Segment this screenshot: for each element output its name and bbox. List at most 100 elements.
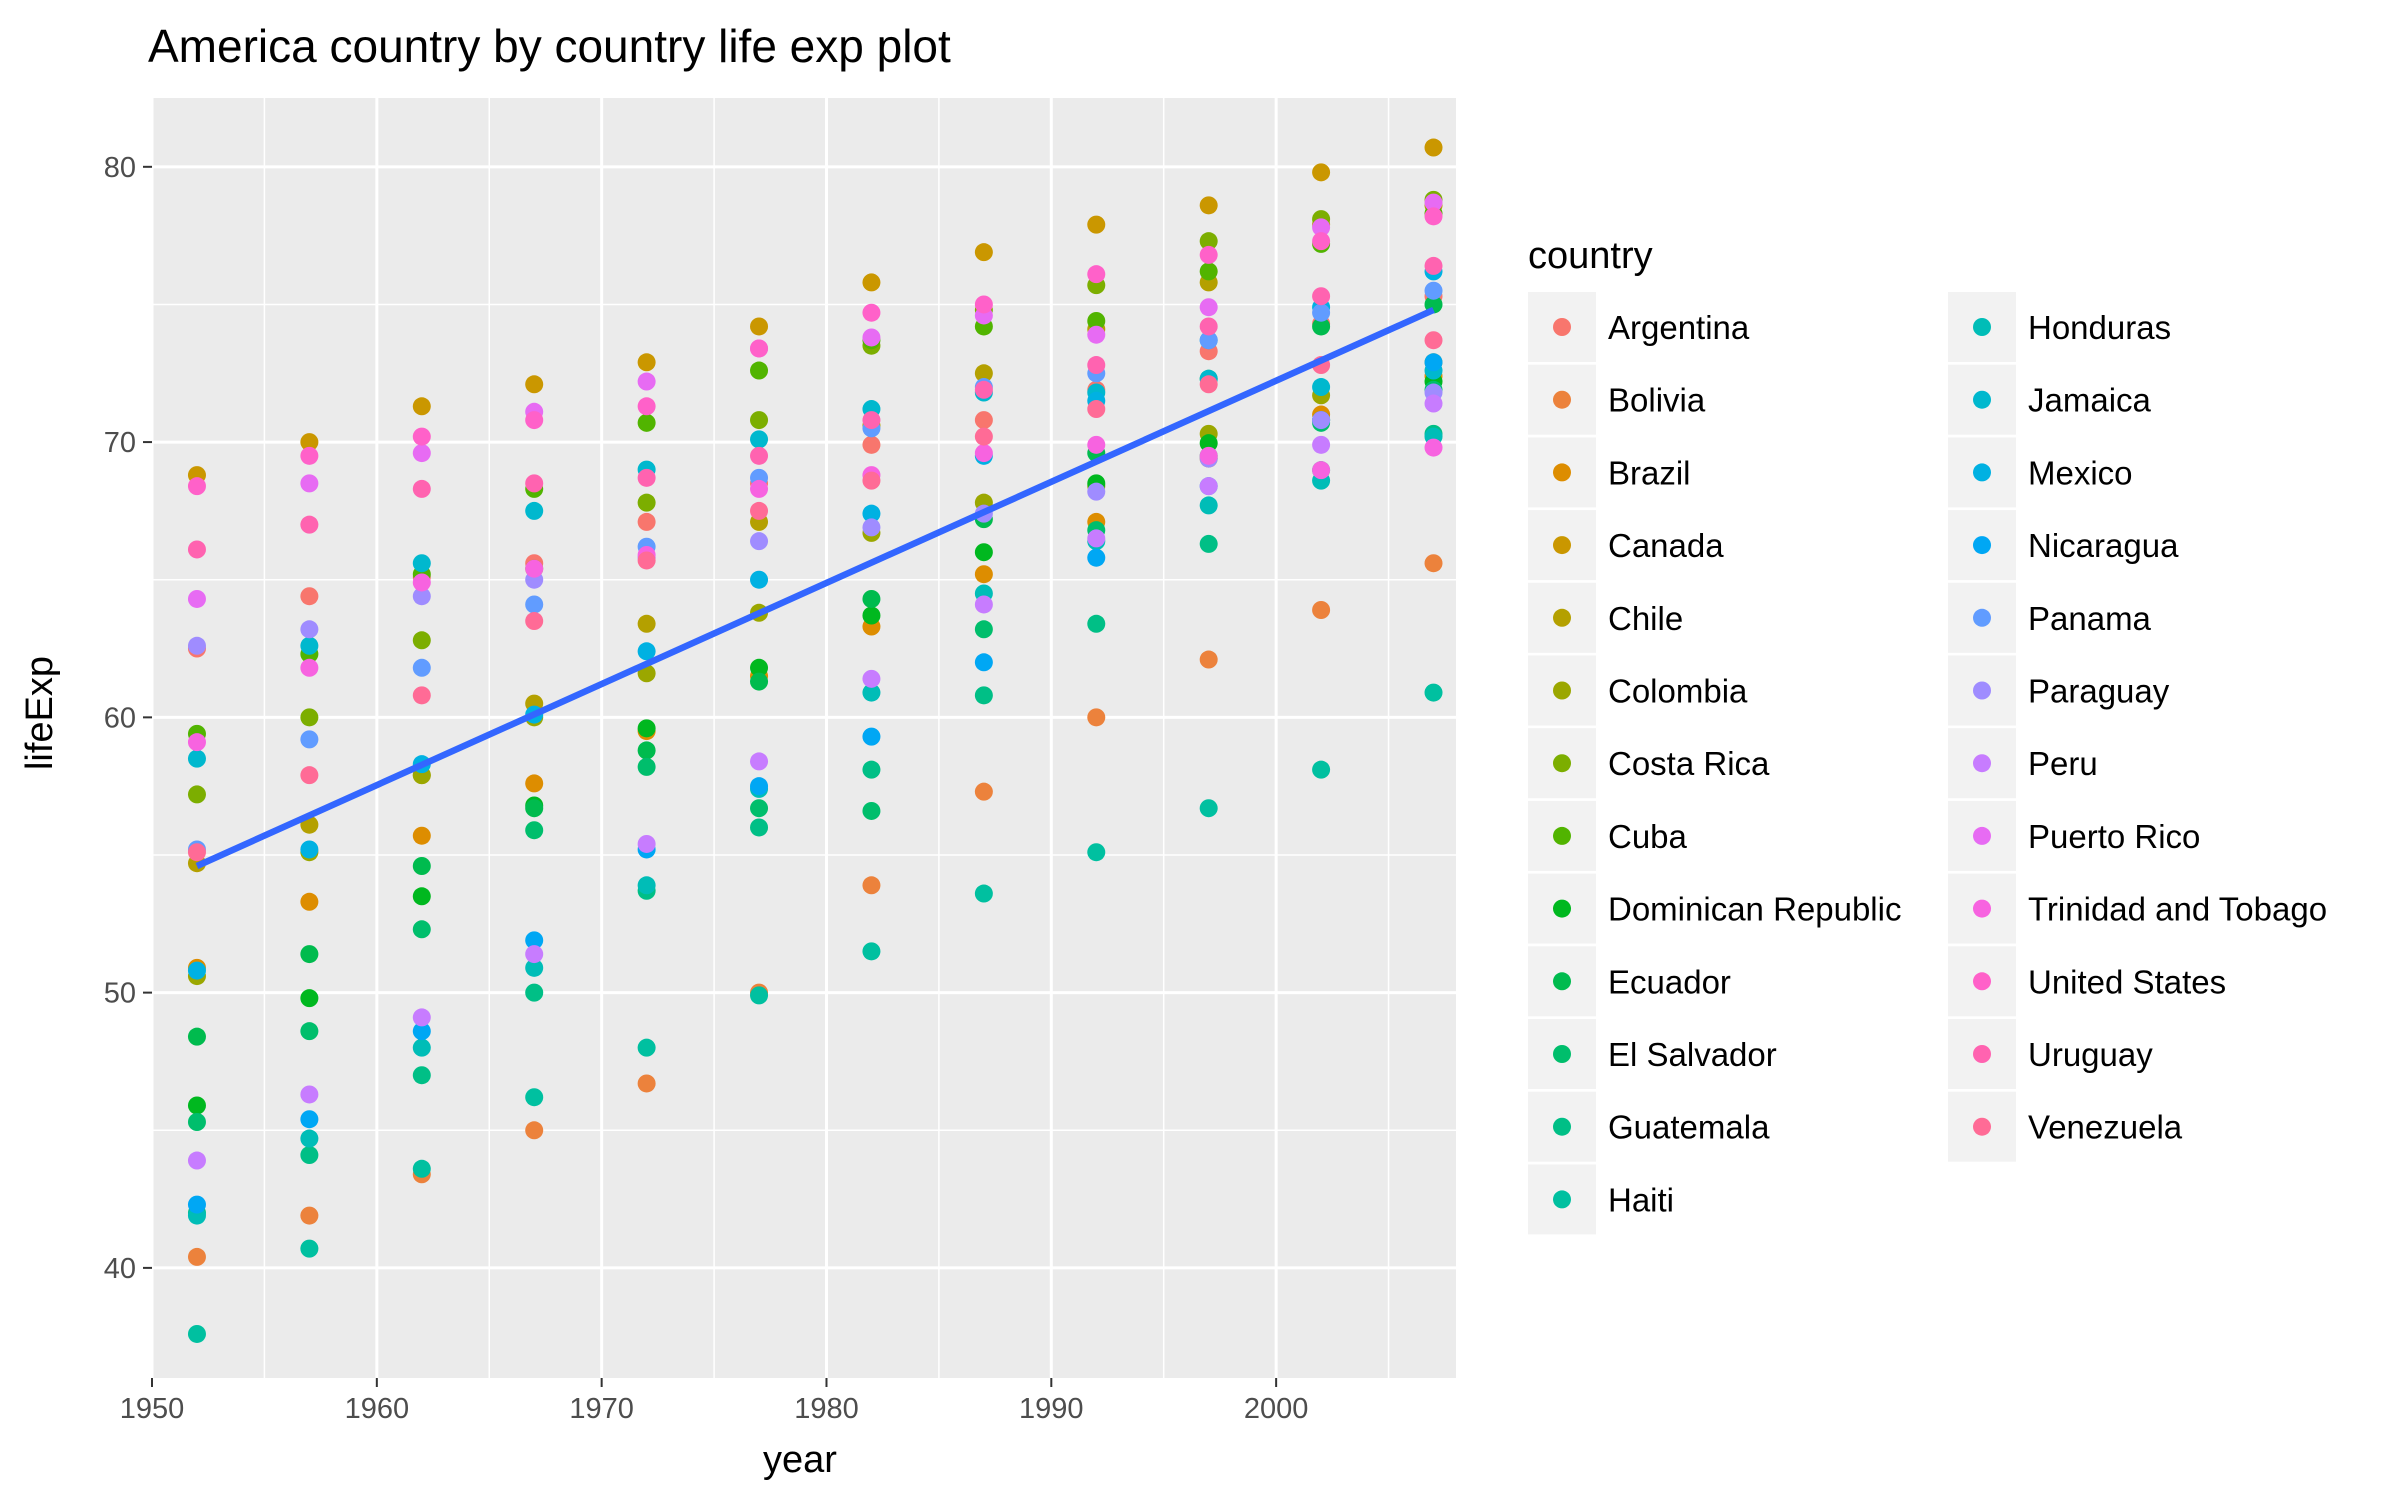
- legend-label: El Salvador: [1608, 1036, 1777, 1073]
- legend-marker: [1973, 681, 1991, 700]
- data-point: [412, 631, 431, 650]
- data-point: [637, 1074, 656, 1093]
- legend-label: Argentina: [1608, 309, 1750, 346]
- legend-marker: [1553, 1190, 1571, 1209]
- legend: country Argentina Bolivia Brazil Canada Chil…: [1528, 235, 2327, 1235]
- data-point: [1087, 356, 1106, 375]
- data-point: [412, 573, 431, 592]
- data-point: [300, 708, 319, 727]
- legend-marker: [1973, 390, 1991, 409]
- data-point: [974, 884, 993, 903]
- data-point: [637, 1038, 656, 1057]
- data-point: [974, 686, 993, 705]
- data-point: [974, 444, 993, 463]
- data-point: [187, 961, 206, 980]
- data-point: [862, 606, 881, 625]
- data-point: [525, 931, 544, 950]
- major-gridlines: [150, 98, 1456, 1378]
- data-point: [300, 730, 319, 749]
- data-point: [187, 1096, 206, 1115]
- data-point: [187, 749, 206, 768]
- data-point: [187, 636, 206, 655]
- data-point: [525, 958, 544, 977]
- legend-marker: [1553, 899, 1571, 918]
- data-point: [300, 840, 319, 859]
- legend-title: country: [1528, 235, 1653, 277]
- data-point: [637, 397, 656, 416]
- legend-label: Costa Rica: [1608, 745, 1770, 782]
- data-point: [1087, 325, 1106, 344]
- legend-label: Honduras: [2028, 309, 2171, 346]
- legend-marker: [1553, 754, 1571, 773]
- data-point: [1424, 138, 1443, 157]
- data-point: [637, 642, 656, 661]
- data-point: [637, 372, 656, 391]
- data-point: [525, 1121, 544, 1140]
- data-point: [974, 565, 993, 584]
- data-point: [1199, 534, 1218, 553]
- legend-item: Puerto Rico: [1948, 800, 2200, 871]
- legend-label: Colombia: [1608, 673, 1748, 710]
- data-point: [974, 595, 993, 614]
- y-axis: 40 50 60 70 80: [104, 152, 152, 1285]
- data-point: [862, 411, 881, 430]
- data-point: [412, 1038, 431, 1057]
- data-point: [300, 658, 319, 677]
- legend-item: Uruguay: [1948, 1019, 2153, 1089]
- data-point: [525, 799, 544, 818]
- data-point: [1312, 435, 1331, 454]
- x-tick-label: 1960: [345, 1393, 410, 1425]
- data-point: [862, 504, 881, 523]
- legend-marker: [1973, 826, 1991, 845]
- data-point: [974, 295, 993, 314]
- data-point: [862, 727, 881, 746]
- data-points: [187, 138, 1443, 1343]
- data-point: [1199, 245, 1218, 264]
- data-point: [1312, 461, 1331, 480]
- data-point: [525, 945, 544, 964]
- data-point: [525, 501, 544, 520]
- data-point: [300, 433, 319, 452]
- data-point: [187, 1247, 206, 1266]
- data-point: [525, 1088, 544, 1107]
- legend-marker: [1973, 318, 1991, 336]
- data-point: [862, 876, 881, 895]
- legend-marker: [1553, 1045, 1571, 1063]
- trend-line-group: [195, 306, 1435, 869]
- legend-marker: [1553, 463, 1571, 482]
- data-point: [300, 446, 319, 465]
- y-axis-title: lifeExp: [19, 656, 61, 770]
- data-point: [187, 1324, 206, 1343]
- data-point: [300, 1146, 319, 1165]
- data-point: [300, 945, 319, 964]
- plot-panel: [152, 98, 1456, 1378]
- data-point: [974, 364, 993, 383]
- data-point: [1087, 435, 1106, 454]
- data-point: [525, 375, 544, 394]
- data-point: [412, 887, 431, 906]
- legend-label: United States: [2028, 963, 2226, 1000]
- legend-label: Uruguay: [2028, 1036, 2153, 1073]
- data-point: [300, 1206, 319, 1225]
- chart-title: America country by country life exp plot: [148, 20, 951, 72]
- data-point: [300, 1022, 319, 1041]
- y-tick-label: 40: [104, 1253, 136, 1285]
- legend-marker: [1553, 390, 1571, 409]
- data-point: [1199, 434, 1218, 453]
- data-point: [412, 1008, 431, 1027]
- data-point: [1312, 303, 1331, 322]
- legend-marker: [1553, 826, 1571, 845]
- legend-item: Peru: [1948, 728, 2098, 799]
- data-point: [974, 543, 993, 562]
- legend-item: Haiti: [1528, 1164, 1674, 1235]
- data-point: [637, 741, 656, 760]
- data-point: [637, 353, 656, 372]
- legend-label: Haiti: [1608, 1181, 1674, 1218]
- data-point: [1312, 317, 1331, 336]
- data-point: [300, 1129, 319, 1148]
- legend-item: Venezuela: [1948, 1091, 2183, 1162]
- data-point: [750, 339, 769, 358]
- legend-item: El Salvador: [1528, 1019, 1777, 1089]
- data-point: [525, 559, 544, 578]
